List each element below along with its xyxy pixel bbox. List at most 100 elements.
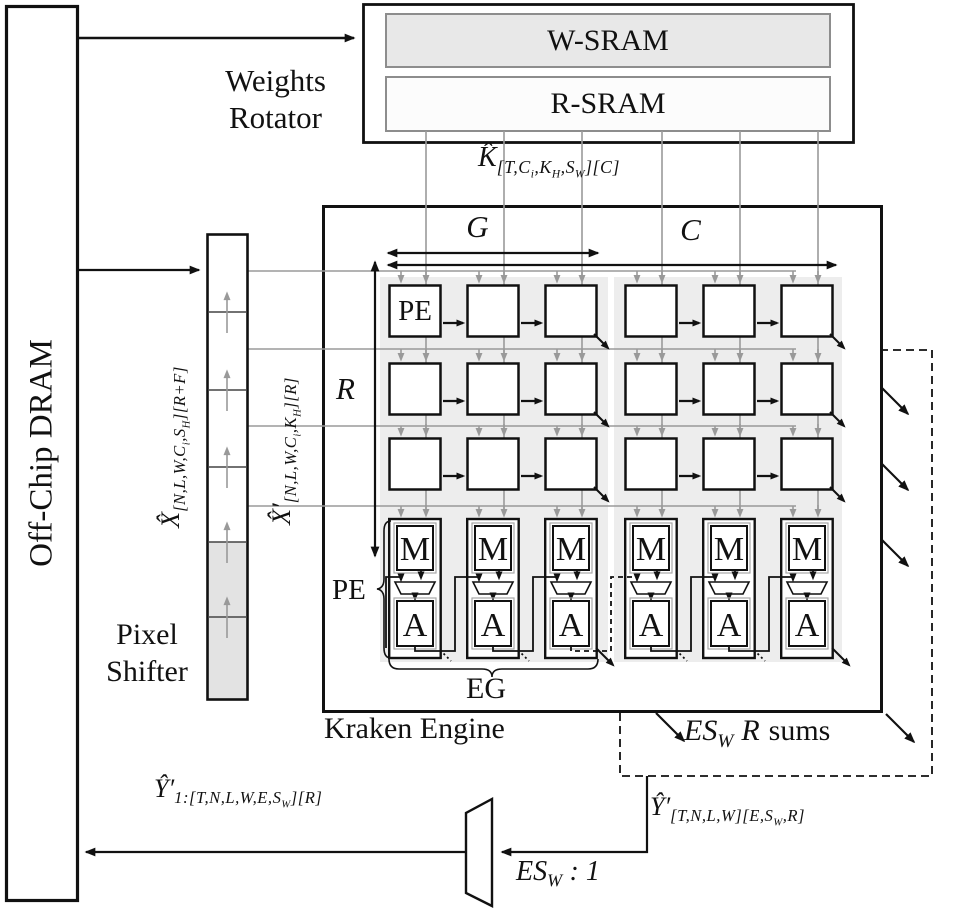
a-to-next-mux-link [414, 573, 483, 652]
weights-rotator-line1: Weights [225, 63, 326, 98]
pe-mux-trapezoid [549, 581, 593, 595]
multiplier-label: M [478, 531, 508, 568]
weights-rotator-line2: Rotator [229, 100, 322, 135]
adder-label: A [559, 607, 584, 644]
pe-serpentine-arrow [829, 333, 846, 350]
multiplier-box [396, 525, 434, 571]
pe-box [702, 284, 756, 338]
psum-arrow-4 [885, 713, 916, 744]
input-drop-arrows [397, 271, 822, 518]
pixels-in-label: X̂[N,L,W,Ci,SH][R+F] [156, 366, 193, 528]
psum-count-math: ESW R [684, 714, 760, 752]
multiplier-label: M [636, 531, 666, 568]
m-outline [471, 522, 515, 574]
pixel-shifter-box [206, 233, 249, 701]
dim-g-label: G [466, 209, 489, 244]
pe-box [466, 362, 520, 416]
psum-to-mux-line [500, 776, 649, 857]
a-to-next-mux-link [650, 573, 719, 652]
ma-units: M A M A M A M A M A M A [388, 517, 834, 660]
ma-unit-links [385, 573, 851, 667]
weights-signal-label: K̂[T,Ci,KH,SW][C] [478, 142, 620, 181]
a-to-next-mux-link [492, 573, 561, 652]
pe-mux-trapezoid [471, 581, 515, 595]
pe-mux-trapezoid [629, 581, 673, 595]
adder-label: A [717, 607, 742, 644]
m-outline [549, 522, 593, 574]
mux-ratio-label: ESW : 1 [516, 856, 600, 891]
pe-box [780, 284, 834, 338]
pixel-shifter-line1: Pixel [116, 618, 178, 651]
pixel-row-lines [248, 270, 796, 507]
psums-out-label: Ŷ′[T,N,L,W][E,SW,R] [650, 792, 805, 829]
pe-box [780, 362, 834, 416]
multiplier-box [632, 525, 670, 571]
kraken-engine-title: Kraken Engine [324, 712, 505, 745]
pe-brace [376, 520, 392, 659]
pe-serpentine-arrow [593, 486, 610, 503]
pe-box [388, 437, 442, 491]
rsram-box [385, 76, 831, 132]
adder-box [474, 600, 512, 647]
dram-label: Off-Chip DRAM [23, 339, 60, 567]
pixel-shifter-label: Pixel Shifter [93, 616, 201, 690]
pe-serpentine-arrow [829, 411, 846, 428]
pe-box [388, 362, 442, 416]
mux-shape [464, 796, 494, 908]
pe-box [624, 284, 678, 338]
pe-box [624, 362, 678, 416]
wsram-box [385, 13, 831, 68]
psum-arrow-2 [881, 463, 910, 492]
dim-r-label: R [336, 371, 355, 406]
adder-label: A [795, 607, 820, 644]
pe-box [624, 437, 678, 491]
pe-serpentine-arrow [593, 333, 610, 350]
pe-box-label: PE [398, 294, 432, 327]
multiplier-label: M [556, 531, 586, 568]
pe-mux-trapezoid [393, 581, 437, 595]
pe-box [780, 437, 834, 491]
pe-serpentine-arrow [829, 486, 846, 503]
multiplier-box [474, 525, 512, 571]
pe-grid [388, 284, 834, 491]
wsram-label: W-SRAM [547, 23, 669, 57]
pe-mux-trapezoid [785, 581, 829, 595]
pe-box [702, 437, 756, 491]
adder-label: A [481, 607, 506, 644]
rsram-label: R-SRAM [550, 87, 666, 120]
pe-brace-label: PE [332, 574, 366, 606]
adder-box [632, 600, 670, 647]
pe-box [702, 362, 756, 416]
multiplier-label: M [714, 531, 744, 568]
multiplier-label: M [400, 531, 430, 568]
pe-mux-trapezoid [707, 581, 751, 595]
eg-output-arrow [831, 647, 851, 667]
m-outline [707, 522, 751, 574]
eg-output-arrow [595, 647, 615, 667]
first-mux-input [385, 573, 405, 648]
pe-box [466, 284, 520, 338]
multiplier-label: M [792, 531, 822, 568]
psum-arrow-5 [655, 712, 686, 743]
a-outline [785, 597, 829, 650]
m-outline [629, 522, 673, 574]
pe-chain-arrows [443, 319, 846, 503]
eg-label: EG [466, 672, 506, 705]
m-outline [393, 522, 437, 574]
adder-label: A [639, 607, 664, 644]
shifter-cells [208, 291, 247, 638]
adder-box [396, 600, 434, 647]
psum-arrow-3 [881, 539, 910, 568]
adder-box [788, 600, 826, 647]
adder-label: A [403, 607, 428, 644]
eg-brace [388, 658, 599, 678]
a-to-next-mux-link-dashed [570, 573, 641, 652]
pixel-shifter-line2: Shifter [106, 655, 188, 688]
pe-box [544, 362, 598, 416]
psum-arrow-1 [881, 387, 910, 416]
pe-box [544, 284, 598, 338]
pe-box [544, 437, 598, 491]
